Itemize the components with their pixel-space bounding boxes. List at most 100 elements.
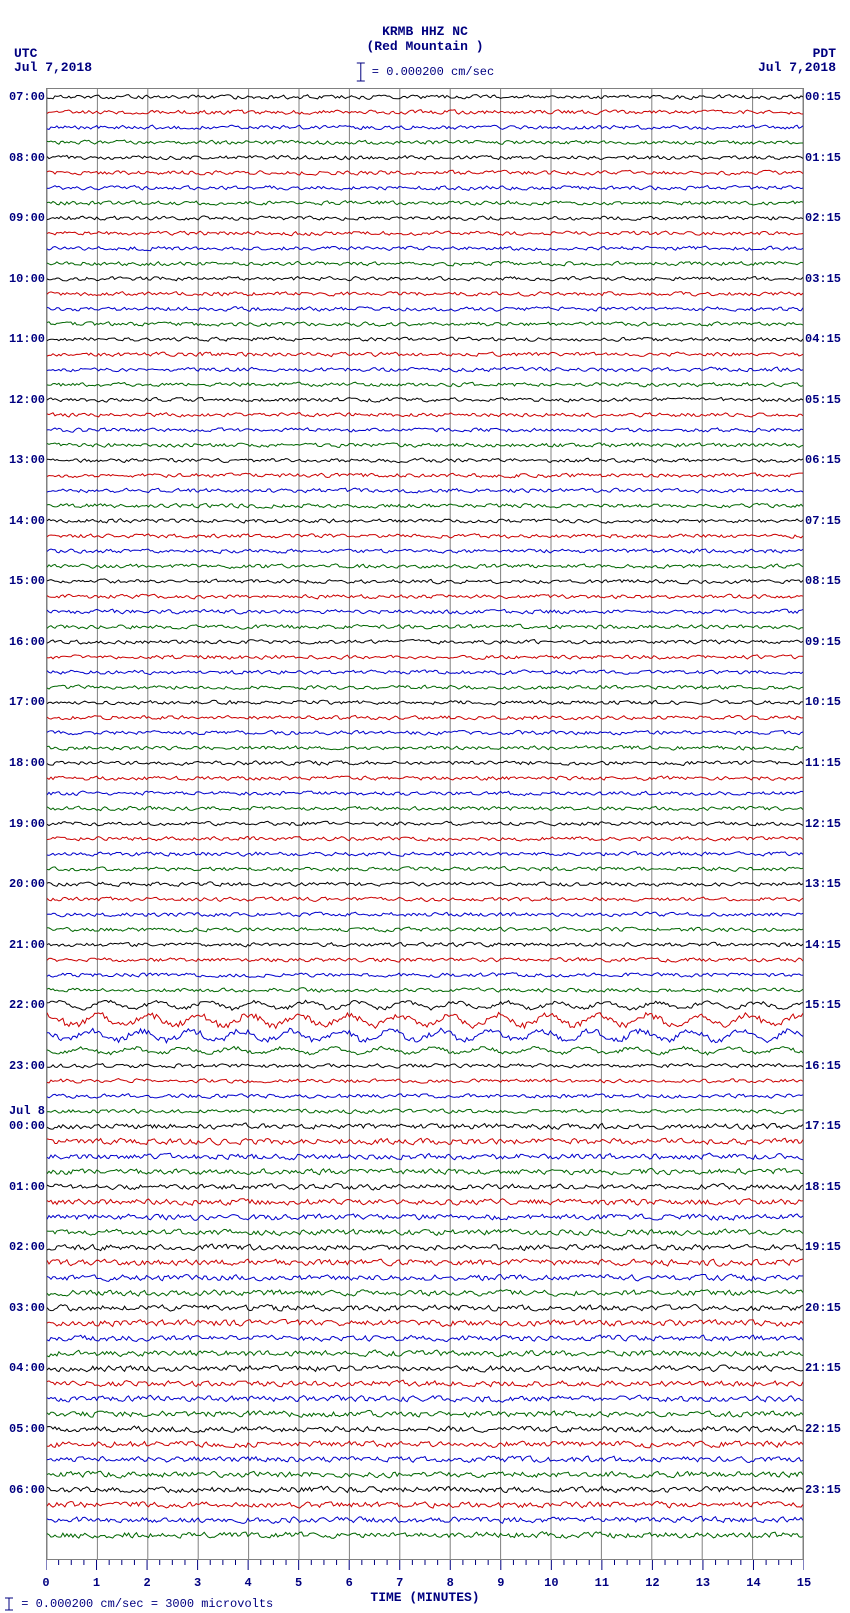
trace-row	[47, 746, 803, 751]
trace-row	[47, 927, 803, 932]
utc-time-label: 10:00	[9, 272, 47, 286]
trace-row	[47, 1426, 803, 1433]
utc-time-label: 23:00	[9, 1059, 47, 1073]
trace-row	[47, 1244, 803, 1251]
scale-bar-text: = 0.000200 cm/sec	[372, 65, 494, 79]
trace-row	[47, 821, 803, 826]
x-tick-label: 8	[447, 1576, 454, 1590]
x-tick-label: 1	[93, 1576, 100, 1590]
utc-time-label: 12:00	[9, 393, 47, 407]
trace-row	[47, 1350, 803, 1357]
trace-row	[47, 413, 803, 418]
utc-time-label: 04:00	[9, 1361, 47, 1375]
trace-row	[47, 231, 803, 236]
trace-row	[47, 624, 803, 629]
trace-row	[47, 1199, 803, 1206]
footer-scale-text: = 0.000200 cm/sec = 3000 microvolts	[21, 1597, 273, 1611]
local-time-label: 15:15	[803, 998, 841, 1012]
trace-row	[47, 988, 803, 993]
x-tick-label: 0	[42, 1576, 49, 1590]
trace-row	[47, 1109, 803, 1114]
local-time-label: 01:15	[803, 151, 841, 165]
trace-row	[47, 715, 803, 719]
trace-row	[47, 277, 803, 281]
trace-row	[47, 761, 803, 766]
utc-time-label: 11:00	[9, 332, 47, 346]
trace-row	[47, 670, 803, 675]
trace-row	[47, 1153, 803, 1160]
trace-row	[47, 776, 803, 780]
trace-row	[47, 1441, 803, 1448]
trace-row	[47, 1305, 803, 1312]
trace-row	[47, 852, 803, 857]
trace-row	[47, 640, 803, 645]
trace-row	[47, 655, 803, 660]
trace-row	[47, 458, 803, 462]
trace-row	[47, 473, 803, 478]
trace-row	[47, 1290, 803, 1296]
utc-time-label: 22:00	[9, 998, 47, 1012]
trace-row	[47, 216, 803, 221]
trace-row	[47, 201, 803, 206]
utc-time-label: 09:00	[9, 211, 47, 225]
trace-row	[47, 594, 803, 599]
local-time-label: 06:15	[803, 453, 841, 467]
trace-row	[47, 867, 803, 872]
trace-row	[47, 95, 803, 100]
trace-row	[47, 1365, 803, 1372]
helicorder-plot: 07:0008:0009:0010:0011:0012:0013:0014:00…	[46, 88, 804, 1560]
local-time-label: 10:15	[803, 695, 841, 709]
trace-row	[47, 1532, 803, 1539]
trace-row	[47, 428, 803, 432]
trace-row	[47, 1516, 803, 1523]
trace-row	[47, 730, 803, 735]
trace-row	[47, 579, 803, 584]
trace-row	[47, 837, 803, 842]
x-tick-label: 10	[544, 1576, 558, 1590]
top-right-tz: PDT	[813, 46, 836, 61]
trace-row	[47, 1094, 803, 1099]
local-time-label: 07:15	[803, 514, 841, 528]
trace-row	[47, 155, 803, 159]
x-tick-label: 7	[396, 1576, 403, 1590]
trace-row	[47, 1501, 803, 1508]
x-axis: TIME (MINUTES) 0123456789101112131415	[46, 1560, 804, 1600]
utc-time-label: 05:00	[9, 1422, 47, 1436]
x-tick-label: 15	[797, 1576, 811, 1590]
trace-row	[47, 1079, 803, 1084]
trace-row	[47, 1168, 803, 1174]
trace-row	[47, 1335, 803, 1342]
trace-row	[47, 1123, 803, 1129]
trace-row	[47, 700, 803, 705]
trace-row	[47, 1380, 803, 1387]
local-time-label: 20:15	[803, 1301, 841, 1315]
trace-row	[47, 806, 803, 810]
trace-row	[47, 685, 803, 690]
footer-scale: = 0.000200 cm/sec = 3000 microvolts	[4, 1597, 273, 1611]
utc-time-label: 19:00	[9, 817, 47, 831]
trace-row	[47, 1456, 803, 1463]
trace-row	[47, 1063, 803, 1068]
utc-time-label: 08:00	[9, 151, 47, 165]
trace-row	[47, 1259, 803, 1266]
trace-row	[47, 292, 803, 296]
trace-row	[47, 110, 803, 115]
utc-time-label: 17:00	[9, 695, 47, 709]
local-time-label: 05:15	[803, 393, 841, 407]
trace-row	[47, 398, 803, 403]
utc-time-label: 07:00	[9, 90, 47, 104]
station-code: KRMB HHZ NC	[0, 24, 850, 39]
x-tick-label: 12	[645, 1576, 659, 1590]
utc-time-label: 02:00	[9, 1240, 47, 1254]
trace-row	[47, 1046, 803, 1055]
trace-row	[47, 1229, 803, 1236]
trace-row	[47, 942, 803, 947]
trace-row	[47, 170, 803, 175]
trace-row	[47, 125, 803, 129]
trace-row	[47, 1395, 803, 1402]
trace-row	[47, 1138, 803, 1145]
local-time-label: 12:15	[803, 817, 841, 831]
trace-row	[47, 549, 803, 554]
x-tick-label: 5	[295, 1576, 302, 1590]
local-time-label: 09:15	[803, 635, 841, 649]
